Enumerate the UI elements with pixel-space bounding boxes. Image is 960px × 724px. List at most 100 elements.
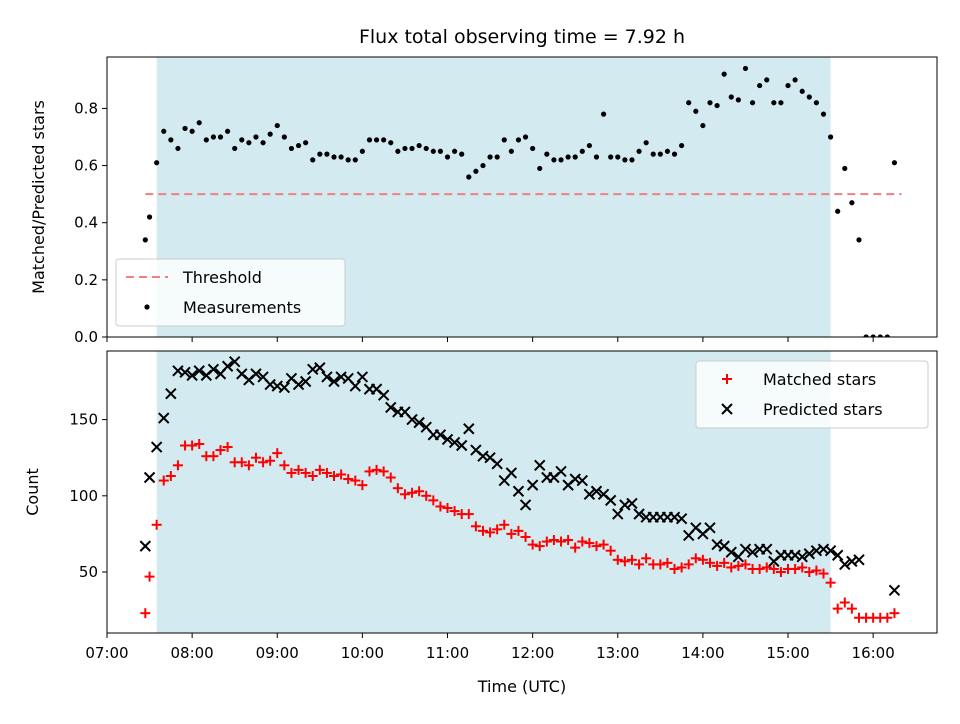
matched-stars-point (371, 464, 382, 475)
measurements-point (388, 140, 394, 146)
legend-matched-stars-label: Matched stars (763, 370, 876, 389)
x-tick-label: 11:00 (426, 644, 469, 662)
measurements-point (707, 100, 713, 106)
matched-stars-point (683, 559, 694, 570)
predicted-stars-point (349, 380, 361, 392)
predicted-stars-point (491, 458, 503, 470)
x-tick-label: 08:00 (171, 644, 214, 662)
predicted-stars-point (555, 465, 567, 478)
matched-stars-point (399, 489, 410, 500)
measurements-point (835, 208, 841, 214)
predicted-stars-point (228, 355, 241, 368)
matched-stars-point (548, 535, 559, 546)
measurements-point (778, 100, 784, 106)
matched-stars-point (612, 554, 623, 565)
measurements-point (686, 100, 692, 106)
matched-stars-point (541, 536, 552, 547)
measurements-point (608, 154, 614, 160)
predicted-stars-point (150, 441, 163, 453)
predicted-stars-point (675, 512, 688, 525)
measurements-point (487, 154, 493, 160)
top-y-tick-label: 0.4 (74, 214, 98, 232)
predicted-stars-point (434, 429, 447, 441)
measurements-point (891, 160, 898, 166)
measurements-point (551, 157, 557, 163)
measurements-point (544, 151, 550, 157)
measurements-point (416, 142, 422, 149)
predicted-stars-point (321, 371, 333, 383)
measurements-point (785, 82, 791, 89)
matched-stars-point (279, 460, 290, 471)
measurements-point (345, 157, 351, 163)
predicted-stars-point (299, 375, 312, 388)
matched-stars-point (655, 559, 666, 570)
measurements-point (728, 94, 734, 100)
x-tick-label: 13:00 (596, 644, 639, 662)
matched-stars-point (669, 563, 680, 574)
top-y-tick-label: 0.6 (74, 157, 98, 175)
measurements-point (182, 125, 188, 132)
matched-stars-point (236, 457, 247, 468)
matched-stars-point (414, 486, 425, 497)
matched-stars-point (428, 495, 439, 506)
measurements-point (565, 154, 571, 160)
matched-stars-point (492, 524, 503, 535)
predicted-stars-point (761, 543, 773, 555)
measurements-point (636, 148, 642, 154)
measurements-point (430, 148, 436, 154)
predicted-stars-point (193, 365, 205, 377)
measurements-point (253, 134, 259, 140)
predicted-stars-point (186, 369, 198, 382)
matched-stars-point (364, 466, 375, 477)
x-tick-label: 10:00 (341, 644, 384, 662)
measurements-point (196, 120, 202, 126)
top-y-tick-label: 0.2 (74, 271, 98, 289)
measurements-point (146, 214, 153, 220)
matched-stars-point (421, 490, 432, 501)
predicted-stars-point (455, 439, 468, 452)
matched-stars-point (825, 577, 836, 588)
measurements-point (586, 142, 592, 149)
measurements-point (239, 137, 245, 143)
x-axis-label: Time (UTC) (477, 677, 566, 696)
predicted-stars-point (292, 378, 305, 391)
matched-stars-point (144, 571, 155, 582)
x-tick-label: 14:00 (681, 644, 724, 662)
matched-stars-point (775, 567, 786, 578)
predicted-stars-point (590, 485, 603, 497)
matched-stars-point (477, 525, 488, 536)
matched-stars-point (350, 475, 361, 486)
measurements-point (827, 134, 834, 140)
matched-stars-point (584, 538, 595, 549)
matched-stars-point (187, 440, 198, 451)
matched-stars-point (591, 541, 602, 552)
matched-stars-point (733, 560, 744, 571)
measurements-point (452, 148, 458, 154)
measurements-point (217, 134, 224, 140)
measurements-point (267, 131, 273, 137)
x-tick-label: 12:00 (511, 644, 554, 662)
matched-stars-point (250, 452, 261, 463)
measurements-point (437, 148, 444, 154)
measurements-point (508, 148, 514, 154)
matched-stars-point (385, 472, 396, 483)
legend-measurements-swatch (144, 304, 150, 310)
matched-stars-point (407, 487, 418, 498)
measurements-point (877, 334, 883, 337)
matched-stars-point (704, 557, 715, 568)
measurements-point (600, 111, 607, 117)
measurements-point (224, 128, 231, 134)
matched-stars-point (797, 562, 808, 573)
measurements-point (175, 145, 181, 152)
measurements-point (142, 237, 148, 243)
measurements-point (480, 162, 486, 169)
measurements-point (615, 154, 621, 160)
matched-stars-point (140, 608, 151, 619)
predicted-stars-point (441, 433, 454, 446)
matched-stars-point (761, 562, 772, 573)
measurements-point (700, 122, 706, 129)
measurements-point (842, 165, 848, 172)
matched-stars-point (442, 503, 453, 514)
top-panel: 0.0 0.2 0.4 0.6 0.8 Threshold Measurements (74, 56, 938, 346)
